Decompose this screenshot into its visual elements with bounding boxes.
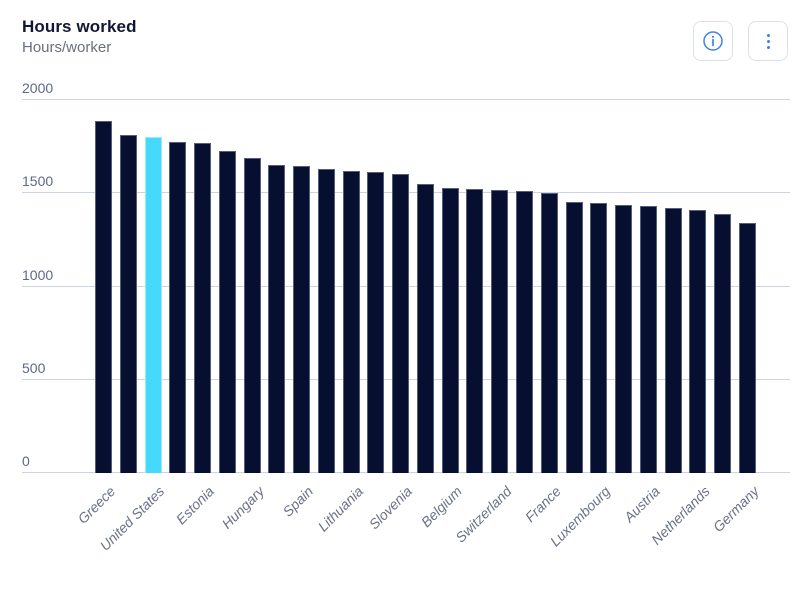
bar-slot bbox=[169, 100, 187, 473]
bar-slot bbox=[119, 100, 137, 473]
bar-slot: United States bbox=[97, 100, 168, 554]
bar-slot: Estonia bbox=[173, 100, 217, 527]
y-tick-label-0: 0 bbox=[22, 453, 30, 469]
chart-header: Hours worked Hours/worker bbox=[22, 16, 137, 58]
bar-slot: Austria bbox=[621, 100, 663, 525]
bar-slot bbox=[615, 100, 633, 473]
bar-slot bbox=[218, 100, 236, 473]
x-axis-label: Slovenia bbox=[366, 483, 416, 533]
bar-lithuania[interactable] bbox=[342, 170, 360, 473]
bar-unlabeled[interactable] bbox=[416, 183, 434, 473]
bar-slot: Belgium bbox=[418, 100, 465, 530]
bar-unlabeled[interactable] bbox=[615, 205, 633, 473]
bar-slot bbox=[317, 100, 335, 473]
bar-slot: Netherlands bbox=[648, 100, 713, 548]
bar-luxembourg[interactable] bbox=[590, 202, 608, 473]
bar-chart-plot: 0 500 1000 1500 2000 Greece United States Esto… bbox=[22, 80, 790, 554]
bar-unlabeled[interactable] bbox=[169, 141, 187, 473]
bar-slot bbox=[466, 100, 484, 473]
gridline-2000 bbox=[22, 99, 790, 100]
bar-germany[interactable] bbox=[738, 223, 756, 473]
bar-slot: Greece bbox=[75, 100, 118, 527]
bar-unlabeled[interactable] bbox=[119, 134, 137, 473]
x-axis-label: Hungary bbox=[218, 483, 267, 532]
bar-slot bbox=[416, 100, 434, 473]
bar-slot bbox=[714, 100, 732, 473]
bar-slot: Hungary bbox=[218, 100, 267, 532]
y-tick-label-2000: 2000 bbox=[22, 80, 54, 96]
x-axis-label: Germany bbox=[710, 483, 763, 536]
info-button[interactable] bbox=[693, 21, 733, 61]
bar-unlabeled[interactable] bbox=[565, 201, 583, 473]
bar-unlabeled[interactable] bbox=[317, 169, 335, 473]
bar-unlabeled[interactable] bbox=[367, 171, 385, 473]
bar-slot: Germany bbox=[710, 100, 762, 535]
bar-estonia[interactable] bbox=[194, 142, 212, 473]
bar-slot bbox=[268, 100, 286, 473]
bar-hungary[interactable] bbox=[243, 157, 261, 473]
x-axis-label: Greece bbox=[74, 483, 119, 527]
bar-slot: Spain bbox=[280, 100, 316, 520]
bar-slot bbox=[367, 100, 385, 473]
bar-netherlands[interactable] bbox=[689, 210, 707, 473]
bar-spain[interactable] bbox=[293, 166, 311, 473]
y-tick-label-500: 500 bbox=[22, 359, 46, 376]
bar-slot: Switzerland bbox=[452, 100, 515, 545]
bar-austria[interactable] bbox=[639, 206, 657, 473]
bar-slot: Luxembourg bbox=[547, 100, 614, 549]
bars-layer: Greece United States Estonia Hungary Spain Li… bbox=[75, 100, 762, 554]
info-icon bbox=[702, 30, 724, 52]
chart-title: Hours worked bbox=[22, 17, 137, 36]
bar-slot: Slovenia bbox=[366, 100, 416, 532]
bar-unlabeled[interactable] bbox=[664, 208, 682, 473]
x-axis-label: Austria bbox=[621, 483, 664, 526]
bar-slot bbox=[664, 100, 682, 473]
bar-slot: Lithuania bbox=[314, 100, 366, 534]
bar-switzerland[interactable] bbox=[491, 189, 509, 473]
bar-unlabeled[interactable] bbox=[218, 151, 236, 473]
bar-unlabeled[interactable] bbox=[466, 188, 484, 473]
y-tick-label-1000: 1000 bbox=[22, 266, 54, 283]
menu-button[interactable] bbox=[748, 21, 788, 61]
bar-unlabeled[interactable] bbox=[268, 165, 286, 473]
bar-slot: France bbox=[522, 100, 564, 525]
bar-slovenia[interactable] bbox=[392, 173, 410, 473]
bar-unlabeled[interactable] bbox=[516, 191, 534, 473]
chart-subtitle: Hours/worker bbox=[22, 39, 112, 56]
x-axis-label: Lithuania bbox=[314, 483, 366, 535]
x-axis-label: Belgium bbox=[417, 483, 466, 531]
bar-unlabeled[interactable] bbox=[714, 213, 732, 473]
x-axis-label: Spain bbox=[279, 483, 317, 520]
bar-united-states[interactable] bbox=[144, 137, 162, 473]
x-axis-label: France bbox=[521, 483, 565, 526]
y-tick-label-1500: 1500 bbox=[22, 173, 54, 190]
x-axis-label: Estonia bbox=[173, 483, 218, 528]
bar-slot bbox=[516, 100, 534, 473]
bar-france[interactable] bbox=[540, 193, 558, 473]
bar-belgium[interactable] bbox=[441, 187, 459, 473]
kebab-menu-icon bbox=[766, 33, 770, 49]
bar-slot bbox=[565, 100, 583, 473]
bar-greece[interactable] bbox=[95, 120, 112, 473]
